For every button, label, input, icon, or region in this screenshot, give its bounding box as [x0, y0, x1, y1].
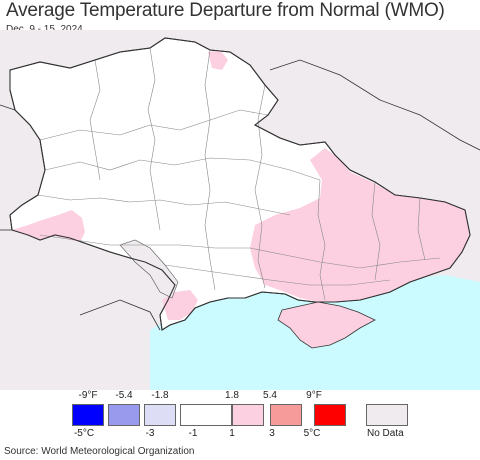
crimea	[277, 301, 376, 349]
country-border	[9, 37, 471, 331]
legend-swatch-7	[314, 404, 346, 426]
legend-swatch-5	[232, 404, 264, 426]
legend-f-tick-2: -5.4	[115, 390, 133, 401]
legend-swatch-1	[72, 404, 104, 426]
warm-area-west	[12, 210, 85, 242]
legend-c-tick-3: -1	[188, 428, 198, 439]
legend-c-tick-1: -5°C	[73, 428, 95, 439]
legend-f-tick-3: -1.8	[151, 390, 169, 401]
neighbor-borders	[0, 59, 480, 331]
warm-area-east	[250, 148, 470, 302]
oblast-boundaries	[37, 47, 441, 301]
legend-c-tick-5: 3	[269, 428, 275, 439]
legend-c-tick-2: -3	[145, 428, 155, 439]
moldova	[119, 239, 179, 299]
legend-swatch-2	[108, 404, 140, 426]
legend-f-tick-4: 1.8	[225, 390, 239, 401]
source-credit: Source: World Meteorological Organizatio…	[4, 446, 195, 457]
map-title: Average Temperature Departure from Norma…	[6, 0, 445, 21]
legend-c-tick-6: 5°C	[303, 428, 321, 439]
legend-swatch-4	[180, 404, 232, 426]
date-range: Dec. 9 - 15, 2024	[6, 24, 83, 35]
legend-c-tick-4: 1	[229, 428, 235, 439]
legend: -9°F -5.4 -1.8 1.8 5.4 9°F -5°C -3 -1 1 …	[0, 388, 480, 440]
legend-no-data-swatch	[366, 404, 408, 426]
warm-area-north	[208, 50, 228, 70]
legend-swatch-3	[144, 404, 176, 426]
legend-f-tick-5: 5.4	[263, 390, 277, 401]
legend-swatch-6	[270, 404, 302, 426]
temperature-map	[0, 30, 480, 390]
legend-f-tick-6: 9°F	[306, 390, 322, 401]
legend-f-tick-1: -9°F	[78, 390, 98, 401]
legend-no-data-label: No Data	[367, 428, 404, 439]
